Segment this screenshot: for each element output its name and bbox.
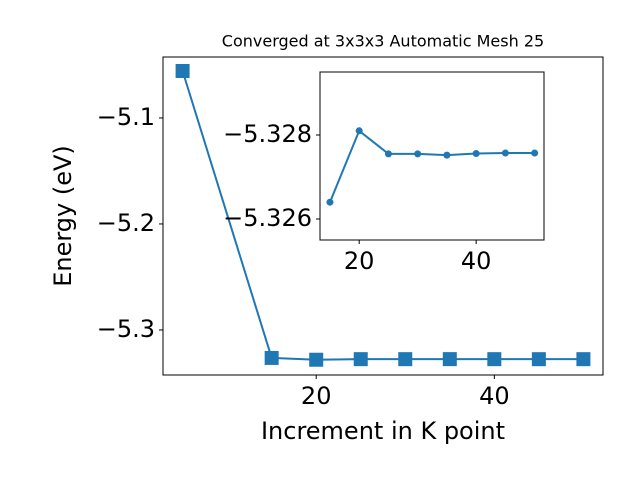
marker — [326, 198, 334, 206]
marker — [472, 149, 480, 157]
marker — [414, 150, 422, 158]
y-tick-label: −5.1 — [97, 103, 155, 131]
marker — [355, 127, 363, 135]
y-tick-label: −5.2 — [97, 209, 155, 237]
marker — [398, 352, 413, 367]
marker — [309, 352, 324, 367]
x-tick-label: 40 — [479, 382, 510, 410]
x-tick-label: 20 — [344, 247, 375, 275]
x-axis-label: Increment in K point — [261, 417, 505, 445]
chart-title: Converged at 3x3x3 Automatic Mesh 25 — [222, 32, 544, 51]
y-axis-label: Energy (eV) — [49, 145, 77, 287]
marker — [384, 150, 392, 158]
marker — [531, 352, 546, 367]
x-tick-label: 20 — [301, 382, 332, 410]
marker — [442, 352, 457, 367]
series-line — [329, 129, 535, 203]
y-tick-label: −5.326 — [223, 204, 312, 232]
y-tick-label: −5.3 — [97, 315, 155, 343]
marker — [264, 350, 279, 365]
marker — [487, 352, 502, 367]
marker — [175, 63, 190, 78]
marker — [501, 149, 509, 157]
marker — [353, 352, 368, 367]
marker — [576, 352, 591, 367]
marker — [531, 149, 539, 157]
marker — [443, 151, 451, 159]
x-tick-label: 40 — [461, 247, 492, 275]
plot-area — [319, 71, 545, 241]
y-tick-label: −5.328 — [223, 120, 312, 148]
